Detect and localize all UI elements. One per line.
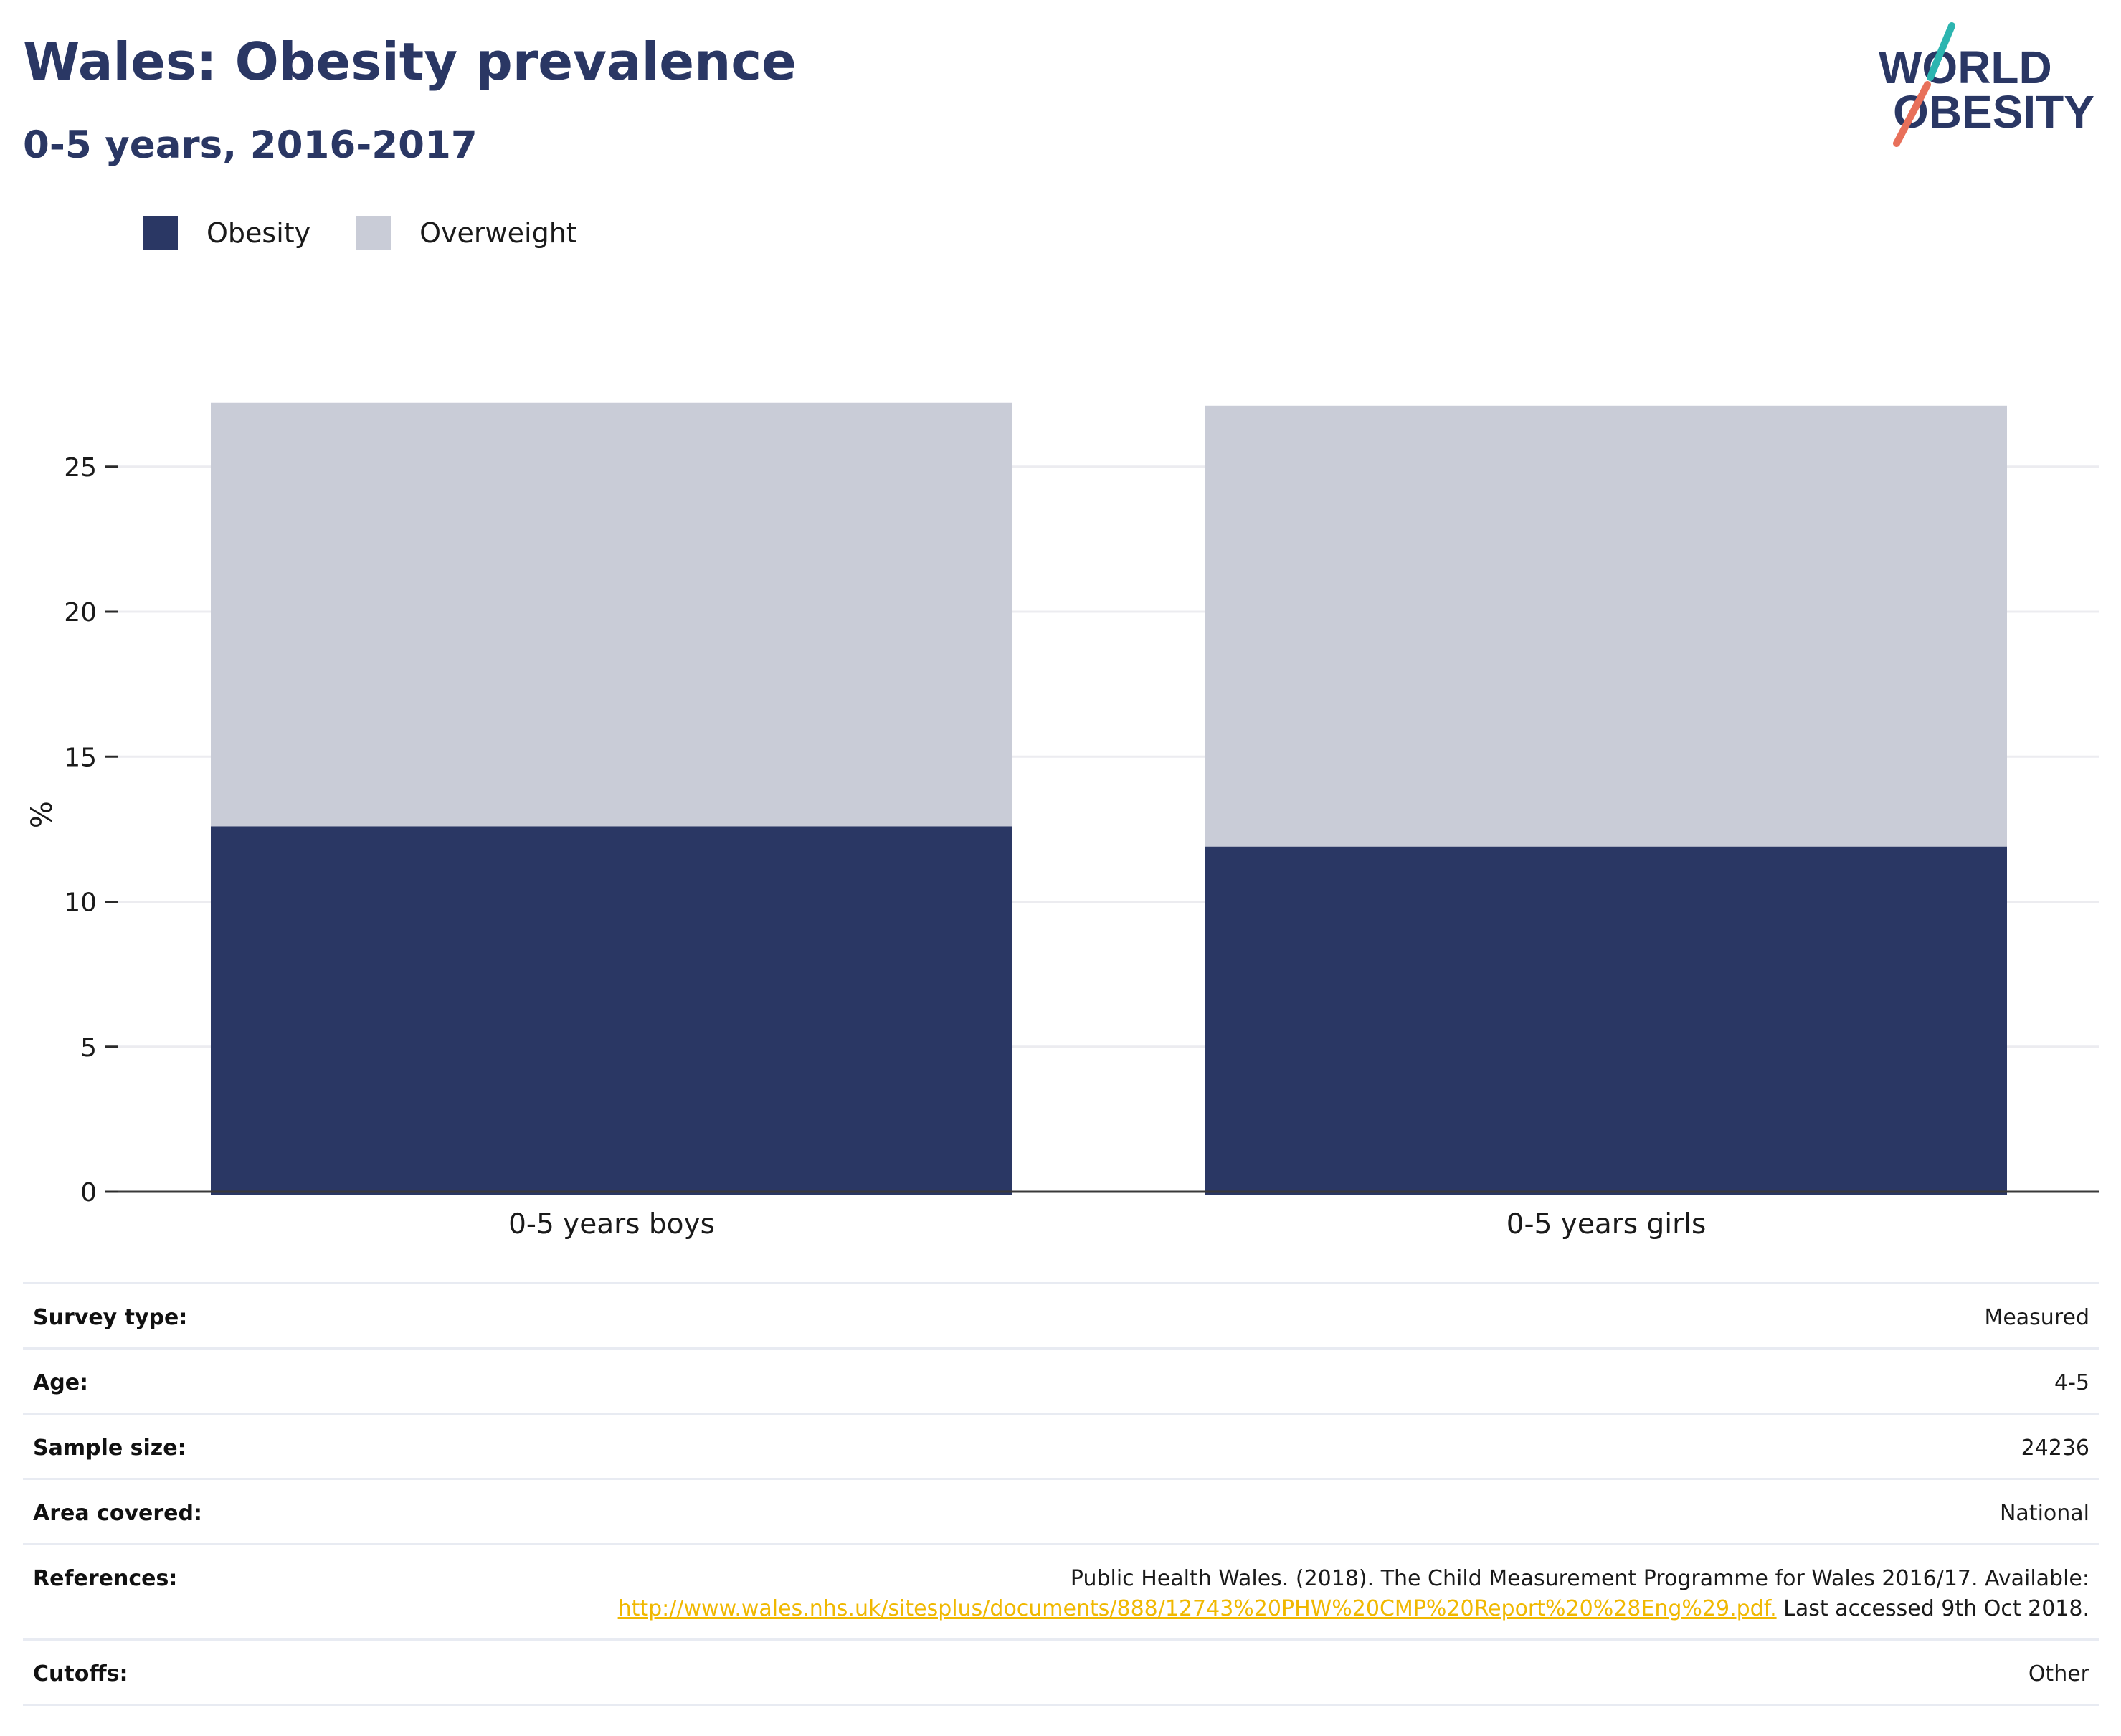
logo-word-world: WORLD bbox=[1879, 42, 2052, 93]
meta-label: Cutoffs: bbox=[33, 1661, 128, 1687]
legend-item-obesity[interactable]: Obesity bbox=[143, 216, 310, 250]
meta-value: Other bbox=[2028, 1661, 2089, 1687]
reference-accessed-text: Last accessed 9th Oct 2018. bbox=[1783, 1596, 2089, 1621]
meta-label: Sample size: bbox=[33, 1436, 186, 1461]
meta-label: References: bbox=[33, 1566, 178, 1591]
logo-slash-bottom bbox=[1893, 81, 1931, 147]
y-tick-label: 10 bbox=[64, 888, 97, 918]
page-subtitle: 0-5 years, 2016-2017 bbox=[23, 123, 478, 167]
y-tick-label: 15 bbox=[64, 743, 97, 772]
reference-link[interactable]: http://www.wales.nhs.uk/sitesplus/docume… bbox=[617, 1596, 1777, 1621]
meta-row-area-covered: Area covered: National bbox=[23, 1480, 2099, 1545]
meta-row-sample-size: Sample size: 24236 bbox=[23, 1415, 2099, 1480]
world-obesity-logo: WORLD OBESITY bbox=[1879, 22, 2094, 147]
page-title: Wales: Obesity prevalence bbox=[23, 32, 797, 92]
meta-value: 4-5 bbox=[2054, 1370, 2089, 1395]
bar-overweight-2 bbox=[1205, 405, 2007, 847]
survey-details-table: Survey type: Measured Age: 4-5 Sample si… bbox=[23, 1282, 2099, 1706]
legend-label-overweight: Overweight bbox=[419, 217, 577, 249]
bar-obesity-2 bbox=[1205, 846, 2007, 1195]
meta-row-references: References: Public Health Wales. (2018).… bbox=[23, 1545, 2099, 1641]
meta-value: National bbox=[1999, 1501, 2089, 1526]
reference-text: Public Health Wales. (2018). The Child M… bbox=[1070, 1566, 2089, 1591]
meta-value: 24236 bbox=[2021, 1436, 2089, 1461]
meta-value: Measured bbox=[1984, 1305, 2089, 1330]
x-category-label: 0-5 years girls bbox=[1506, 1208, 1707, 1241]
y-axis-label: % bbox=[26, 801, 59, 828]
legend-label-obesity: Obesity bbox=[207, 217, 311, 249]
y-tick-label: 25 bbox=[64, 453, 97, 483]
meta-label: Age: bbox=[33, 1370, 89, 1395]
meta-row-cutoffs: Cutoffs: Other bbox=[23, 1641, 2099, 1706]
bar-overweight-1 bbox=[211, 402, 1012, 827]
meta-row-survey-type: Survey type: Measured bbox=[23, 1284, 2099, 1350]
x-category-label: 0-5 years boys bbox=[508, 1208, 715, 1241]
legend-item-overweight[interactable]: Overweight bbox=[356, 216, 577, 250]
legend-swatch-obesity bbox=[143, 216, 178, 250]
stacked-bar-chart: 0 5 10 15 20 25% 0-5 years boys 0-5 years girls bbox=[26, 402, 2099, 1241]
meta-row-age: Age: 4-5 bbox=[23, 1350, 2099, 1415]
legend-swatch-overweight bbox=[356, 216, 392, 250]
y-tick-label: 5 bbox=[80, 1033, 97, 1063]
meta-label: Area covered: bbox=[33, 1501, 202, 1526]
chart-legend: Obesity Overweight bbox=[143, 214, 623, 252]
bar-obesity-1 bbox=[211, 826, 1012, 1195]
meta-label: Survey type: bbox=[33, 1305, 188, 1330]
logo-word-obesity: OBESITY bbox=[1893, 86, 2094, 138]
logo-slash-top bbox=[1927, 22, 1955, 81]
y-tick-label: 20 bbox=[64, 598, 97, 627]
y-tick-label: 0 bbox=[80, 1178, 97, 1208]
references-value: Public Health Wales. (2018). The Child M… bbox=[584, 1564, 2089, 1624]
